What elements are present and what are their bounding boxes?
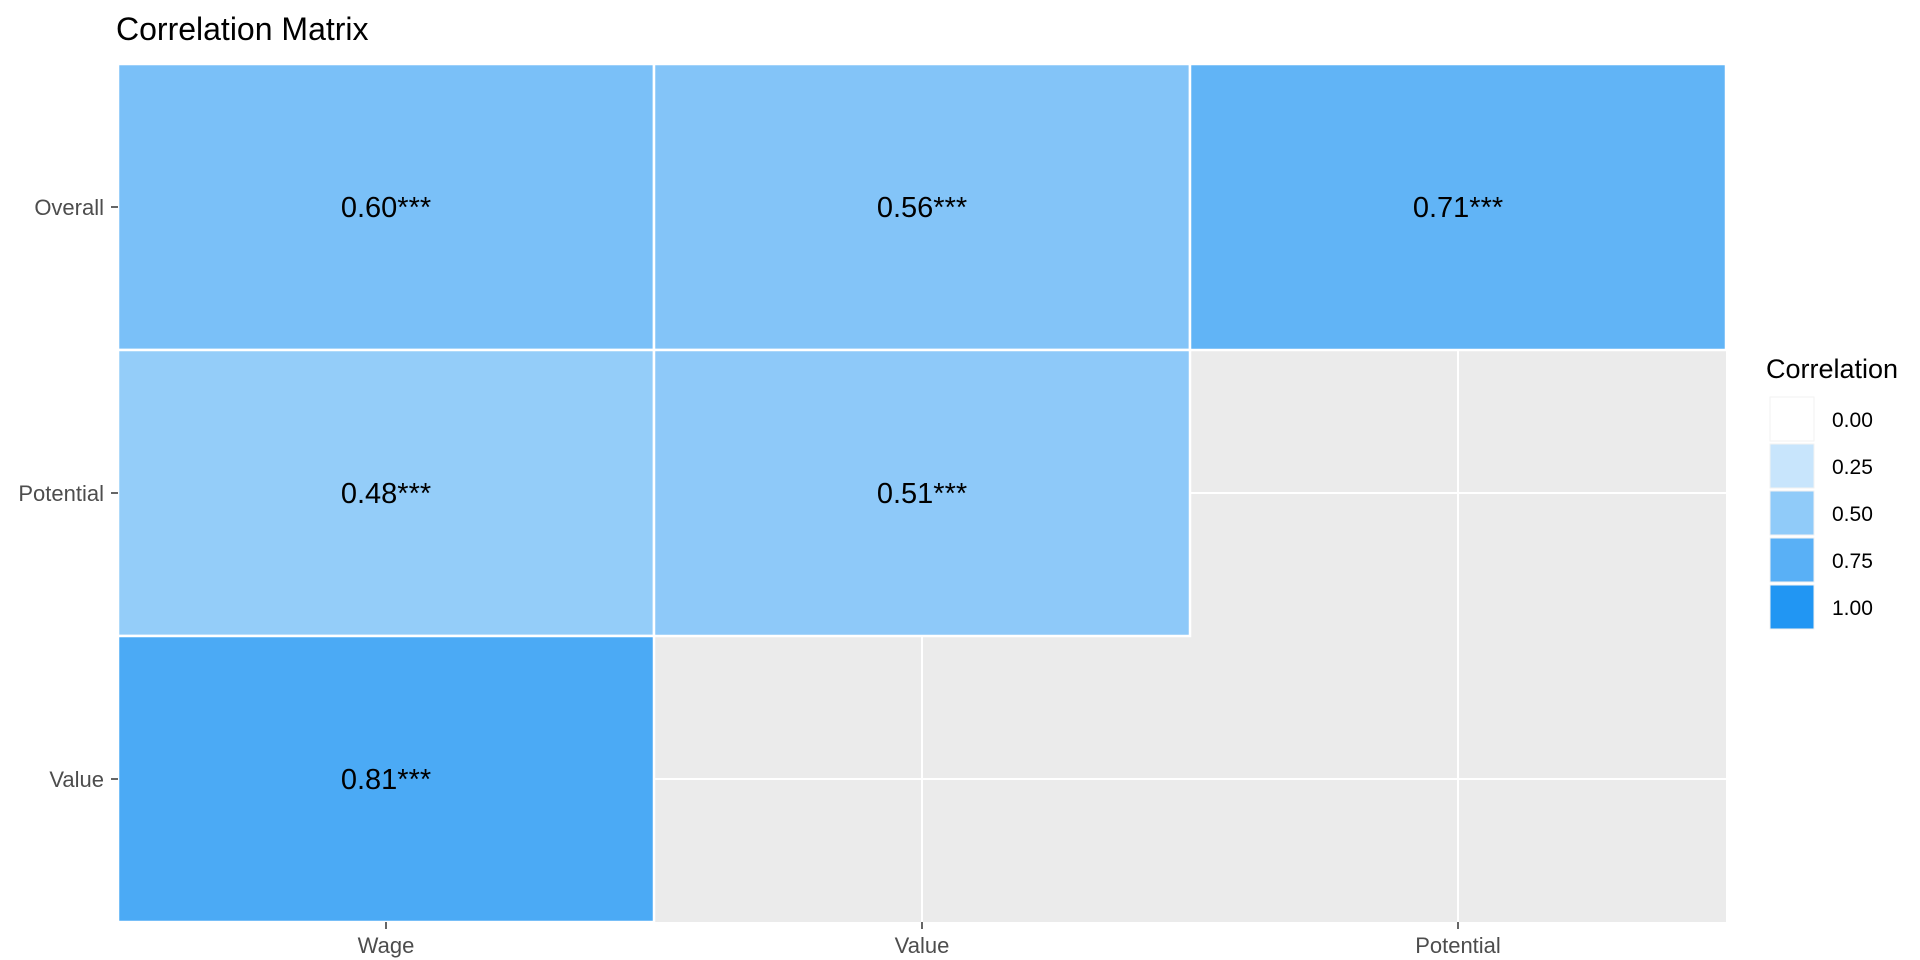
legend: Correlation 0.00 0.25 0.50 0.75 1.00 <box>1766 354 1898 630</box>
legend-title: Correlation <box>1766 354 1898 384</box>
x-tick-label: Value <box>895 933 950 958</box>
cell-value-label: 0.81*** <box>341 764 431 796</box>
legend-key <box>1769 490 1815 536</box>
cell-value-label: 0.48*** <box>341 478 431 510</box>
x-tick-label: Wage <box>358 933 415 958</box>
x-axis: Wage Value Potential <box>358 922 1501 958</box>
legend-label: 1.00 <box>1832 597 1873 620</box>
y-tick-label: Value <box>49 767 104 792</box>
heatmap-cells: 0.60*** 0.56*** 0.71*** 0.48*** 0.51*** 0.81*… <box>116 62 1728 924</box>
cell-value-label: 0.60*** <box>341 192 431 224</box>
legend-label: 0.25 <box>1832 456 1873 479</box>
heatmap-cell <box>116 348 656 638</box>
x-tick-label: Potential <box>1415 933 1501 958</box>
y-tick-label: Potential <box>18 481 104 506</box>
legend-label: 0.75 <box>1832 550 1873 573</box>
legend-key <box>1769 443 1815 489</box>
cell-value-label: 0.51*** <box>877 478 967 510</box>
y-tick-label: Overall <box>34 195 104 220</box>
legend-key <box>1769 584 1815 630</box>
y-axis: Overall Potential Value <box>18 195 118 792</box>
legend-label: 0.50 <box>1832 503 1873 526</box>
legend-key <box>1769 396 1815 442</box>
cell-value-label: 0.56*** <box>877 192 967 224</box>
legend-key <box>1769 537 1815 583</box>
heatmap-cell <box>116 634 656 924</box>
heatmap-cell <box>652 62 1192 352</box>
cell-value-label: 0.71*** <box>1413 192 1503 224</box>
legend-label: 0.00 <box>1832 409 1873 432</box>
heatmap-cell <box>1188 62 1728 352</box>
chart-title: Correlation Matrix <box>116 11 369 47</box>
heatmap-cell <box>652 348 1192 638</box>
